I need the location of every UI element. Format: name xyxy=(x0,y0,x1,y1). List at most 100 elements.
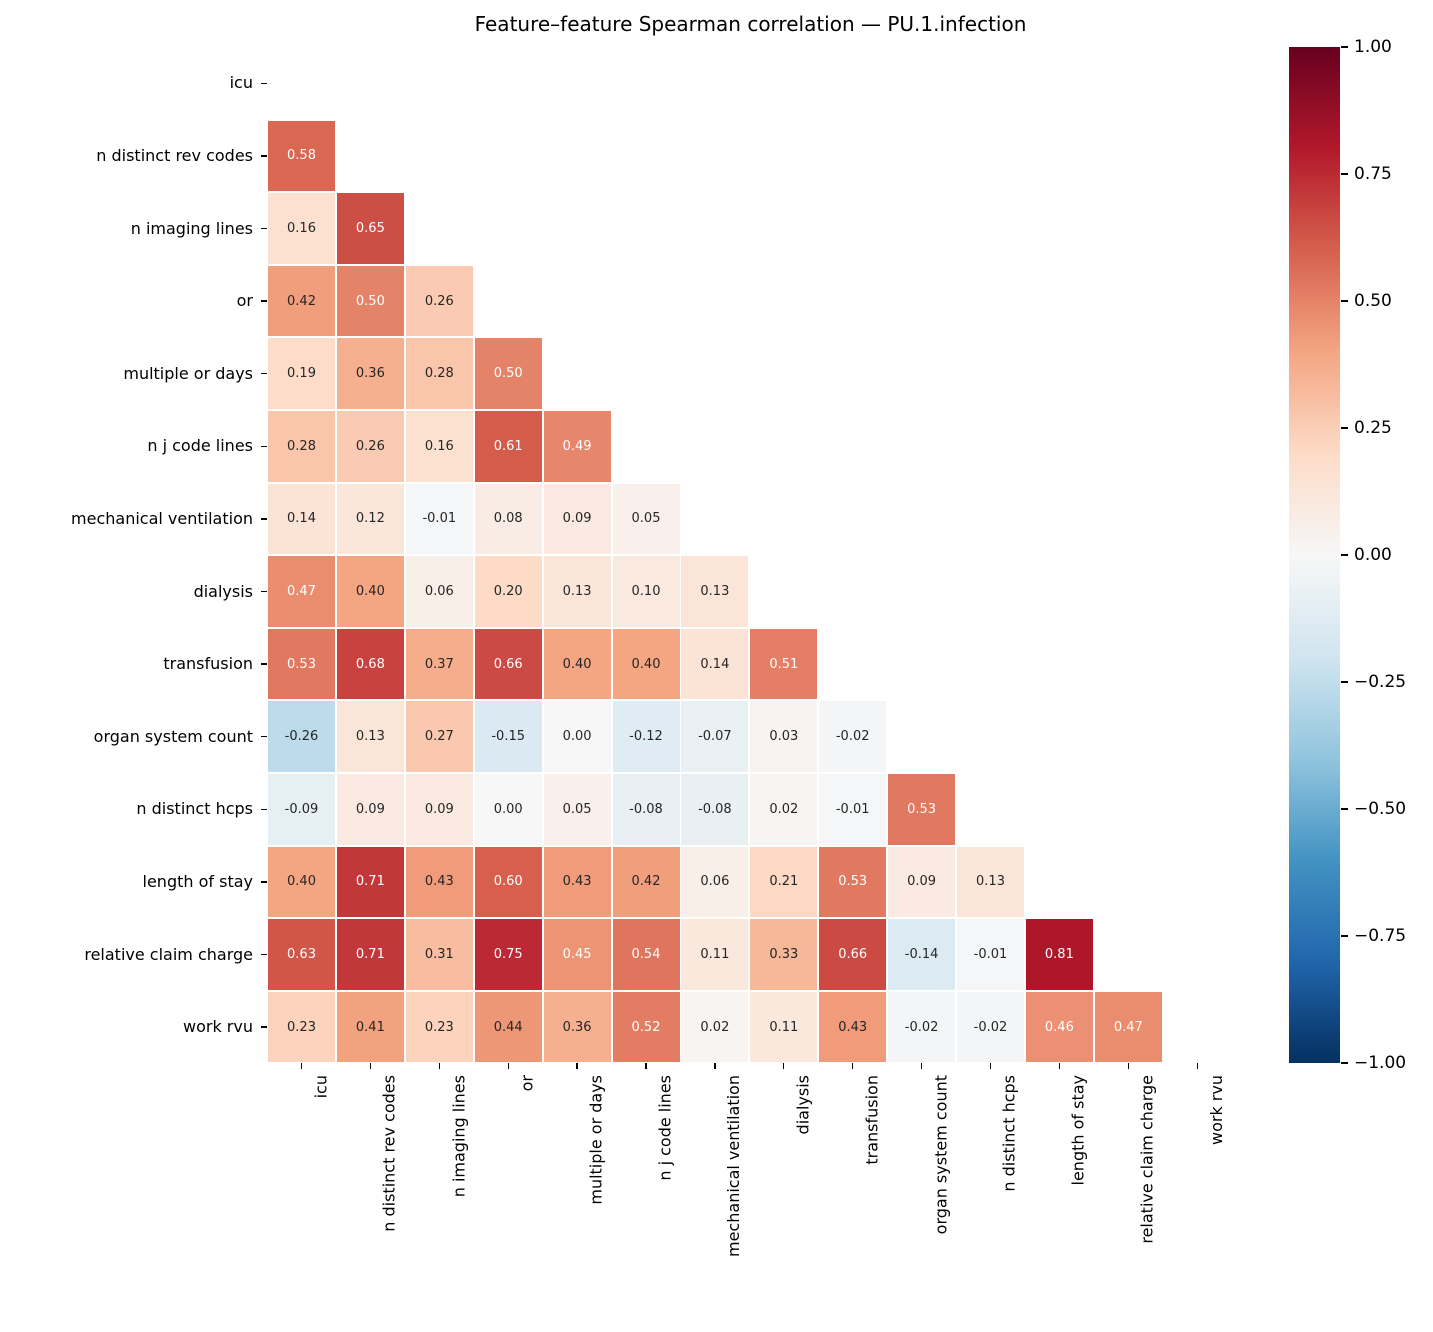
heatmap-cell: 0.27 xyxy=(405,701,473,772)
x-tick-mark xyxy=(438,1063,440,1070)
colorbar-tick-mark xyxy=(1341,1062,1348,1064)
heatmap-cell: 0.09 xyxy=(405,774,473,845)
col-label: icu xyxy=(311,1075,330,1099)
row-label: relative claim charge xyxy=(84,944,253,964)
heatmap-cell: 0.60 xyxy=(474,846,542,918)
col-label: n distinct hcps xyxy=(1000,1075,1019,1192)
heatmap-cell: 0.43 xyxy=(405,846,473,918)
heatmap-cell: -0.26 xyxy=(268,701,335,772)
heatmap-cell: 0.10 xyxy=(612,556,680,627)
chart-title: Feature–feature Spearman correlation — P… xyxy=(474,12,1027,36)
col-label: relative claim charge xyxy=(1137,1075,1157,1244)
heatmap-cell: 0.00 xyxy=(543,701,611,772)
colorbar-tick-mark xyxy=(1341,681,1348,683)
heatmap-cell: 0.36 xyxy=(336,338,404,409)
heatmap-cell: 0.37 xyxy=(405,628,473,700)
row-label: dialysis xyxy=(193,581,253,601)
y-tick-mark xyxy=(261,227,267,230)
heatmap-cell: 0.23 xyxy=(405,991,473,1063)
heatmap-cell: 0.53 xyxy=(268,628,335,700)
col-label: dialysis xyxy=(793,1075,813,1135)
x-tick-mark xyxy=(1196,1063,1198,1070)
col-label: organ system count xyxy=(931,1075,951,1235)
heatmap-cell: 0.16 xyxy=(405,411,473,482)
heatmap-cell: 0.40 xyxy=(268,846,335,918)
row-label: or xyxy=(236,291,253,311)
x-tick-mark xyxy=(1127,1063,1129,1070)
y-tick-mark xyxy=(261,1026,267,1028)
x-tick-mark xyxy=(714,1063,716,1070)
heatmap-cell: 0.42 xyxy=(612,846,680,918)
heatmap-cell: 0.11 xyxy=(681,919,749,990)
heatmap-cell: 0.11 xyxy=(750,991,818,1063)
heatmap-cell: 0.23 xyxy=(268,991,335,1063)
y-tick-mark xyxy=(261,373,267,375)
colorbar-tick-label: −1.00 xyxy=(1354,1053,1407,1073)
colorbar-tick-mark xyxy=(1341,46,1348,48)
colorbar xyxy=(1289,47,1340,1063)
heatmap-cell: 0.36 xyxy=(543,991,611,1063)
y-tick-mark xyxy=(261,663,267,665)
heatmap-cell: 0.40 xyxy=(612,628,680,700)
y-tick-mark xyxy=(261,155,267,157)
colorbar-tick-label: 0.00 xyxy=(1354,545,1392,565)
x-tick-mark xyxy=(783,1063,785,1070)
heatmap-cell: 0.40 xyxy=(336,556,404,627)
row-label: icu xyxy=(229,73,253,93)
colorbar-tick-label: −0.25 xyxy=(1354,672,1407,692)
heatmap-cell: -0.14 xyxy=(888,919,956,990)
y-tick-mark xyxy=(261,808,267,810)
heatmap-cell: 0.58 xyxy=(268,120,335,192)
row-label: multiple or days xyxy=(123,363,253,383)
col-label: work rvu xyxy=(1206,1075,1226,1145)
heatmap-cell: -0.01 xyxy=(957,919,1024,990)
row-label: n j code lines xyxy=(147,436,253,456)
colorbar-tick-label: 0.75 xyxy=(1354,164,1392,184)
heatmap-cell: 0.08 xyxy=(474,483,542,555)
x-tick-mark xyxy=(507,1063,509,1070)
heatmap-cell: 0.75 xyxy=(474,919,542,990)
row-label: transfusion xyxy=(163,654,253,674)
heatmap-cell: 0.53 xyxy=(819,846,887,918)
heatmap-cell: 0.13 xyxy=(681,556,749,627)
y-tick-mark xyxy=(261,881,267,883)
heatmap-cell: 0.28 xyxy=(405,338,473,409)
heatmap-cell: 0.45 xyxy=(543,919,611,990)
col-label: or xyxy=(517,1075,537,1092)
heatmap-cell: 0.54 xyxy=(612,919,680,990)
heatmap-cell: -0.07 xyxy=(681,701,749,772)
heatmap-cell: -0.02 xyxy=(957,991,1024,1063)
colorbar-tick-mark xyxy=(1341,300,1348,302)
y-tick-mark xyxy=(261,590,267,593)
row-label: n imaging lines xyxy=(130,218,253,238)
x-tick-mark xyxy=(645,1063,647,1070)
heatmap-cell: 0.52 xyxy=(612,991,680,1063)
heatmap-cell: 0.02 xyxy=(750,774,818,845)
heatmap-cell: 0.43 xyxy=(543,846,611,918)
heatmap-cell: 0.65 xyxy=(336,193,404,264)
heatmap-cell: 0.09 xyxy=(888,846,956,918)
heatmap-cell: 0.02 xyxy=(681,991,749,1063)
heatmap-cell: 0.71 xyxy=(336,846,404,918)
colorbar-tick-label: 0.50 xyxy=(1354,291,1392,311)
heatmap-cell: 0.50 xyxy=(474,338,542,409)
heatmap-cell: 0.31 xyxy=(405,919,473,990)
y-tick-mark xyxy=(261,736,267,738)
heatmap-cell: 0.03 xyxy=(750,701,818,772)
x-tick-mark xyxy=(576,1063,578,1070)
heatmap-cell: -0.08 xyxy=(681,774,749,845)
heatmap-cell: 0.00 xyxy=(474,774,542,845)
colorbar-tick-label: −0.75 xyxy=(1354,926,1407,946)
heatmap-cell: 0.51 xyxy=(750,628,818,700)
heatmap-cell: -0.15 xyxy=(474,701,542,772)
heatmap-cell: 0.66 xyxy=(819,919,887,990)
heatmap-cell: 0.13 xyxy=(543,556,611,627)
y-tick-mark xyxy=(261,445,267,447)
colorbar-tick-mark xyxy=(1341,173,1348,175)
heatmap-cell: 0.47 xyxy=(268,556,335,627)
y-tick-mark xyxy=(261,518,267,520)
col-label: transfusion xyxy=(862,1075,882,1165)
heatmap-cell: 0.66 xyxy=(474,628,542,700)
colorbar-tick-mark xyxy=(1341,427,1348,429)
